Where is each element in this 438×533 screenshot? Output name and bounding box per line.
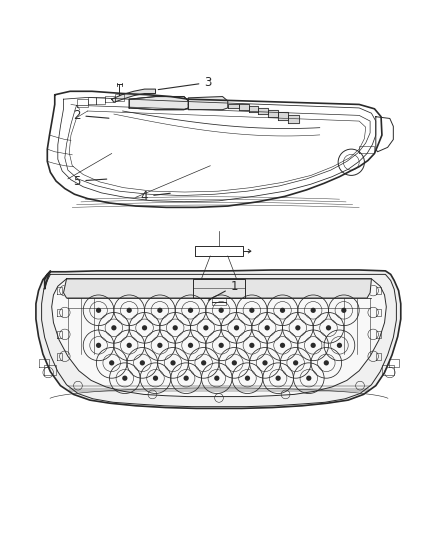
Circle shape	[127, 308, 132, 313]
Circle shape	[188, 343, 193, 348]
Circle shape	[245, 376, 250, 381]
Circle shape	[96, 343, 101, 348]
Polygon shape	[249, 106, 258, 112]
Circle shape	[153, 376, 158, 381]
Circle shape	[293, 360, 298, 366]
Circle shape	[170, 360, 176, 366]
Polygon shape	[228, 103, 239, 108]
Circle shape	[157, 308, 162, 313]
Circle shape	[109, 360, 114, 366]
Circle shape	[265, 325, 270, 330]
Text: 5: 5	[73, 175, 107, 188]
Circle shape	[249, 308, 254, 313]
Circle shape	[122, 376, 127, 381]
Text: 4: 4	[141, 190, 170, 203]
Circle shape	[232, 360, 237, 366]
Circle shape	[276, 376, 281, 381]
Polygon shape	[129, 96, 188, 110]
Text: 3: 3	[158, 76, 212, 90]
Circle shape	[184, 376, 189, 381]
Circle shape	[337, 343, 342, 348]
Circle shape	[140, 360, 145, 366]
Circle shape	[295, 325, 300, 330]
Circle shape	[306, 376, 311, 381]
Circle shape	[188, 308, 193, 313]
Circle shape	[326, 325, 331, 330]
Polygon shape	[188, 96, 228, 110]
Polygon shape	[64, 279, 371, 298]
Polygon shape	[258, 108, 268, 114]
Circle shape	[262, 360, 268, 366]
Circle shape	[111, 325, 117, 330]
Text: 1: 1	[208, 280, 238, 300]
Circle shape	[311, 343, 316, 348]
Circle shape	[142, 325, 147, 330]
Circle shape	[214, 376, 219, 381]
Polygon shape	[288, 115, 299, 123]
Circle shape	[219, 343, 224, 348]
Circle shape	[341, 308, 346, 313]
Text: 2: 2	[73, 109, 109, 122]
Circle shape	[280, 343, 285, 348]
Polygon shape	[278, 112, 288, 120]
Circle shape	[127, 343, 132, 348]
Circle shape	[173, 325, 178, 330]
Polygon shape	[52, 279, 386, 397]
Polygon shape	[36, 270, 401, 408]
Circle shape	[203, 325, 208, 330]
Circle shape	[157, 343, 162, 348]
Polygon shape	[112, 89, 155, 102]
Polygon shape	[268, 110, 278, 117]
Polygon shape	[239, 104, 249, 110]
Circle shape	[280, 308, 285, 313]
Circle shape	[201, 360, 206, 366]
Circle shape	[96, 308, 101, 313]
Circle shape	[219, 308, 224, 313]
Circle shape	[249, 343, 254, 348]
Circle shape	[234, 325, 239, 330]
Circle shape	[311, 308, 316, 313]
Circle shape	[324, 360, 329, 366]
Polygon shape	[195, 246, 243, 256]
